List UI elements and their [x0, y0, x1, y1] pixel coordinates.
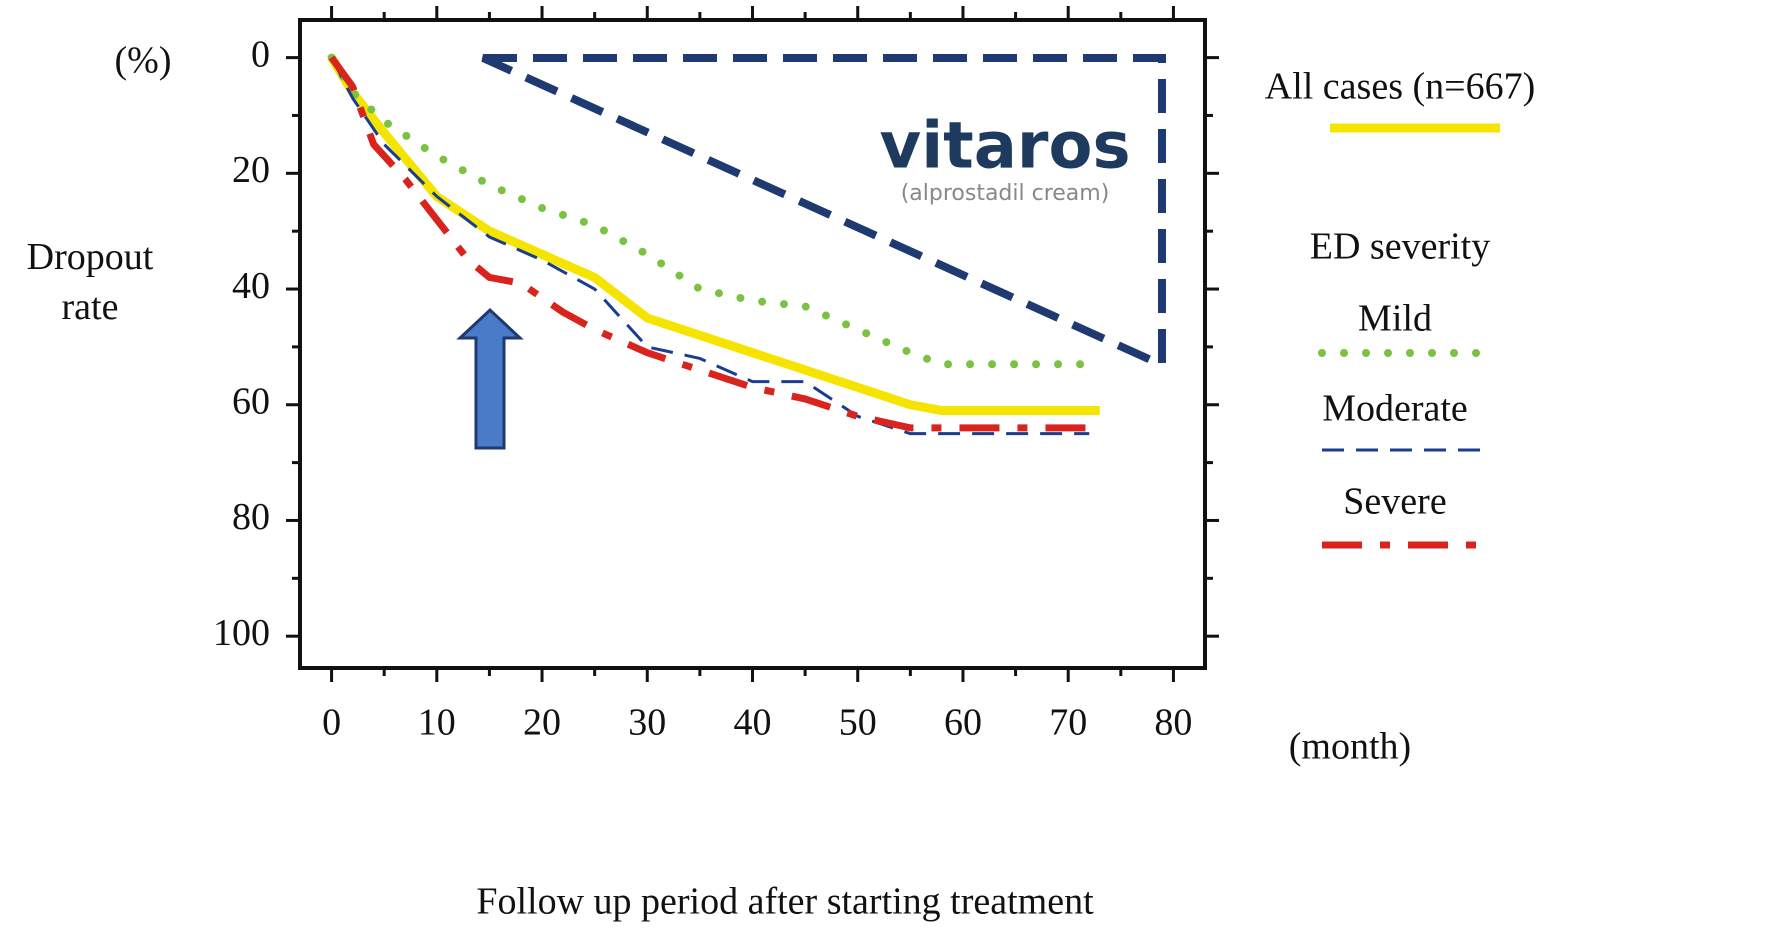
- legend-title: ED severity: [1310, 226, 1490, 268]
- logo-subtitle: (alprostadil cream): [901, 181, 1110, 206]
- x-tick-label: 80: [1154, 702, 1192, 744]
- plot-frame: [298, 18, 1207, 670]
- x-tick-label: 0: [322, 702, 341, 744]
- series-line: [327, 55, 1100, 416]
- legend-label: Mild: [1358, 298, 1432, 340]
- legend-label: Severe: [1343, 481, 1446, 523]
- y-axis-label: Dropout rate: [27, 236, 154, 328]
- legend-label: Moderate: [1322, 388, 1468, 430]
- y-unit: (%): [115, 40, 172, 82]
- y-tick-label: 20: [232, 149, 270, 191]
- x-tick-label: 40: [734, 702, 772, 744]
- x-axis-label: Follow up period after starting treatmen…: [476, 881, 1094, 923]
- y-tick-label: 60: [232, 380, 270, 422]
- x-tick-label: 10: [418, 702, 456, 744]
- y-tick-label: 100: [213, 612, 270, 654]
- y-tick-label: 0: [251, 33, 270, 75]
- x-unit: (month): [1289, 726, 1411, 768]
- y-tick-label: 80: [232, 496, 270, 538]
- x-tick-label: 20: [523, 702, 561, 744]
- x-tick-label: 30: [628, 702, 666, 744]
- x-tick-label: 60: [944, 702, 982, 744]
- x-tick-label: 70: [1049, 702, 1087, 744]
- series-line: [328, 55, 1090, 432]
- y-tick-label: 40: [232, 265, 270, 307]
- arrow: [456, 307, 524, 450]
- legend-label: All cases (n=667): [1265, 66, 1535, 108]
- x-tick-label: 50: [839, 702, 877, 744]
- triangle-annotation: [481, 54, 1166, 372]
- logo: vitaros: [879, 110, 1130, 184]
